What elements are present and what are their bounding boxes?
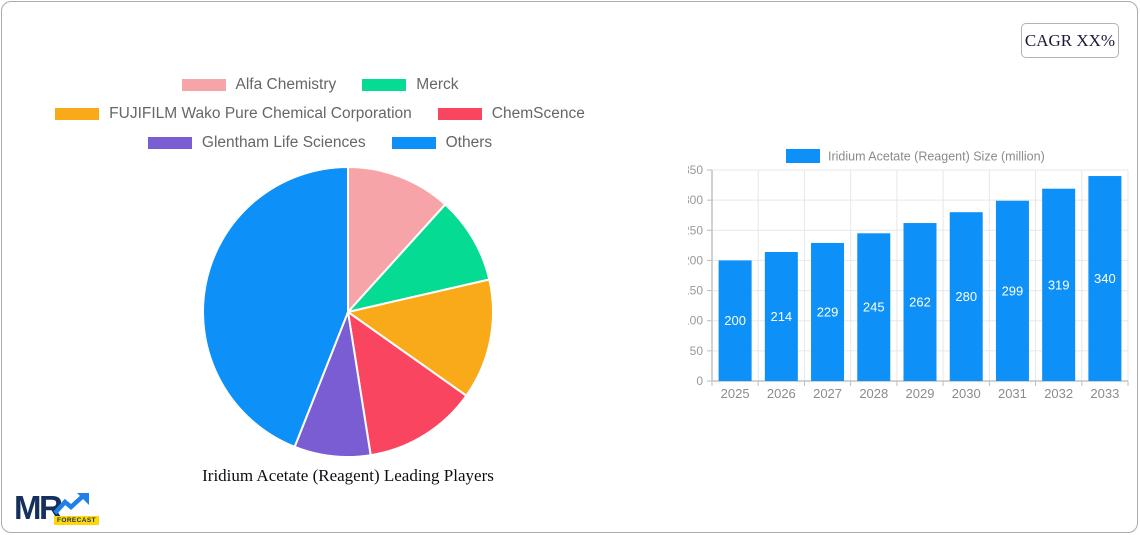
legend-item-merck[interactable]: Merck bbox=[362, 76, 458, 94]
bar-2031[interactable] bbox=[995, 200, 1029, 381]
bar-2029[interactable] bbox=[903, 223, 937, 381]
y-axis-tick-label: 50 bbox=[690, 344, 704, 358]
legend-item-chemscence[interactable]: ChemScence bbox=[437, 105, 585, 123]
bar-2033[interactable] bbox=[1088, 176, 1122, 381]
bar-2025[interactable] bbox=[718, 260, 752, 381]
bar-value-label: 340 bbox=[1094, 271, 1116, 286]
mr-forecast-logo: MR FORECAST bbox=[14, 491, 99, 527]
legend-item-fujifilm-wako-pure-chemical-corporation[interactable]: FUJIFILM Wako Pure Chemical Corporation bbox=[55, 105, 412, 123]
x-axis-tick-label: 2032 bbox=[1044, 386, 1073, 401]
bar-value-label: 245 bbox=[863, 300, 885, 315]
y-axis-tick-label: 150 bbox=[688, 284, 703, 298]
bar-value-label: 229 bbox=[817, 304, 839, 319]
legend-swatch bbox=[362, 79, 407, 91]
bar-value-label: 214 bbox=[770, 309, 792, 324]
legend-item-alfa-chemistry[interactable]: Alfa Chemistry bbox=[181, 76, 337, 94]
legend-row: Alfa Chemistry Merck bbox=[181, 74, 458, 96]
legend-swatch bbox=[181, 79, 226, 91]
legend-label: Others bbox=[445, 134, 493, 151]
x-axis-tick-label: 2029 bbox=[906, 386, 935, 401]
y-axis-tick-label: 250 bbox=[688, 223, 703, 237]
bar-2028[interactable] bbox=[857, 233, 891, 381]
pie-slice-fujifilm-wako-pure-chemical-corporation[interactable] bbox=[347, 278, 494, 397]
pie-slice-others[interactable] bbox=[202, 166, 349, 448]
bar-2026[interactable] bbox=[764, 251, 798, 381]
y-axis-tick-label: 100 bbox=[688, 314, 703, 328]
x-axis-tick-label: 2028 bbox=[859, 386, 888, 401]
x-axis-tick-label: 2026 bbox=[767, 386, 796, 401]
pie-chart bbox=[202, 166, 494, 458]
bar-value-label: 200 bbox=[724, 313, 746, 328]
bar-legend[interactable]: Iridium Acetate (Reagent) Size (million) bbox=[786, 149, 1045, 164]
cagr-button[interactable]: CAGR XX% bbox=[1021, 23, 1119, 58]
legend-row: Glentham Life Sciences Others bbox=[147, 132, 493, 154]
legend-label: ChemScence bbox=[491, 105, 585, 122]
y-axis-tick-label: 300 bbox=[688, 193, 703, 207]
legend-row: FUJIFILM Wako Pure Chemical Corporation C… bbox=[55, 103, 585, 125]
legend-swatch bbox=[147, 137, 192, 149]
bar-value-label: 299 bbox=[1002, 283, 1024, 298]
pie-chart-title: Iridium Acetate (Reagent) Leading Player… bbox=[202, 466, 494, 485]
legend-swatch bbox=[437, 108, 482, 120]
bar-value-label: 280 bbox=[955, 289, 977, 304]
logo-badge: FORECAST bbox=[54, 516, 99, 526]
legend-swatch bbox=[55, 108, 100, 120]
pie-slice-chemscence[interactable] bbox=[347, 311, 468, 457]
x-axis-tick-label: 2030 bbox=[952, 386, 981, 401]
bar-legend-label: Iridium Acetate (Reagent) Size (million) bbox=[828, 150, 1045, 164]
legend-label: FUJIFILM Wako Pure Chemical Corporation bbox=[109, 105, 412, 122]
legend-label: Alfa Chemistry bbox=[235, 76, 337, 93]
bar-2027[interactable] bbox=[811, 242, 845, 381]
legend-item-others[interactable]: Others bbox=[391, 134, 493, 152]
y-axis-tick-label: 350 bbox=[688, 163, 703, 177]
bar-value-label: 319 bbox=[1048, 277, 1070, 292]
legend-item-glentham-life-sciences[interactable]: Glentham Life Sciences bbox=[147, 134, 366, 152]
bar-legend-swatch bbox=[786, 149, 820, 163]
x-axis-tick-label: 2027 bbox=[813, 386, 842, 401]
pie-legend: Alfa Chemistry Merck FUJIFILM Wako Pure Ch… bbox=[20, 74, 620, 161]
bar-value-label: 262 bbox=[909, 295, 931, 310]
legend-swatch bbox=[391, 137, 436, 149]
legend-label: Merck bbox=[416, 76, 459, 93]
trend-arrow-icon bbox=[53, 493, 89, 515]
y-axis-tick-label: 0 bbox=[696, 374, 703, 388]
y-axis-tick-label: 200 bbox=[688, 253, 703, 267]
pie-slice-alfa-chemistry[interactable] bbox=[347, 166, 447, 313]
bar-2030[interactable] bbox=[949, 212, 983, 381]
x-axis-tick-label: 2025 bbox=[721, 386, 750, 401]
bar-chart: 0 50 100 150 200 250 300 350 200 2025 214 2026 229 20… bbox=[688, 149, 1129, 401]
legend-label: Glentham Life Sciences bbox=[201, 134, 366, 151]
pie-slice-merck[interactable] bbox=[347, 203, 491, 313]
bar-2032[interactable] bbox=[1042, 188, 1076, 381]
x-axis-tick-label: 2031 bbox=[998, 386, 1027, 401]
x-axis-tick-label: 2033 bbox=[1090, 386, 1119, 401]
